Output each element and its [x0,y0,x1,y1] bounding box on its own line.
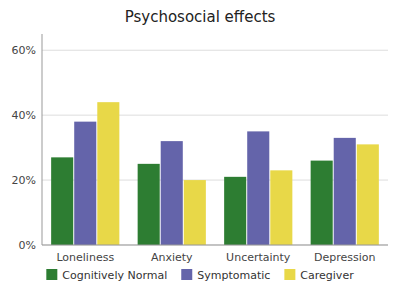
title: Psychosocial effects [125,8,276,26]
x-tick-label: Anxiety [151,251,193,264]
legend-label: Symptomatic [197,269,270,282]
bar [311,161,333,245]
x-axis: Loneliness Anxiety Uncertainty Depression [42,245,388,264]
y-tick-label: 0% [19,239,36,252]
y-tick-label: 20% [12,174,36,187]
legend-item: Cognitively Normal [46,269,167,282]
grid-line [42,50,388,51]
bar [138,164,160,245]
legend-swatch [284,269,295,280]
legend-label: Cognitively Normal [62,269,167,282]
bar [224,177,246,245]
bars [51,102,379,245]
legend-item: Caregiver [284,269,354,282]
y-tick-label: 40% [12,109,36,122]
bar [270,170,292,245]
legend-label: Caregiver [300,269,354,282]
chart: Psychosocial effects 0% 20% 40% 60% Lonelines… [0,0,400,301]
x-tick-label: Loneliness [56,251,114,264]
x-tick-label: Uncertainty [226,251,291,264]
x-tick-label: Depression [314,251,376,264]
legend-swatch [46,269,57,280]
legend-swatch [181,269,192,280]
bar [247,131,269,245]
bar [74,122,96,245]
legend: Cognitively Normal Symptomatic Caregiver [46,269,354,282]
y-axis: 0% 20% 40% 60% [12,34,388,252]
y-tick-label: 60% [12,44,36,57]
bar [334,138,356,245]
bar [51,157,73,245]
legend-item: Symptomatic [181,269,270,282]
bar [184,180,206,245]
bar [161,141,183,245]
grid-line [42,115,388,116]
x-axis-line [42,245,388,246]
bar [97,102,119,245]
grid-line [42,245,388,246]
y-axis-line [42,34,43,245]
bar [357,144,379,245]
